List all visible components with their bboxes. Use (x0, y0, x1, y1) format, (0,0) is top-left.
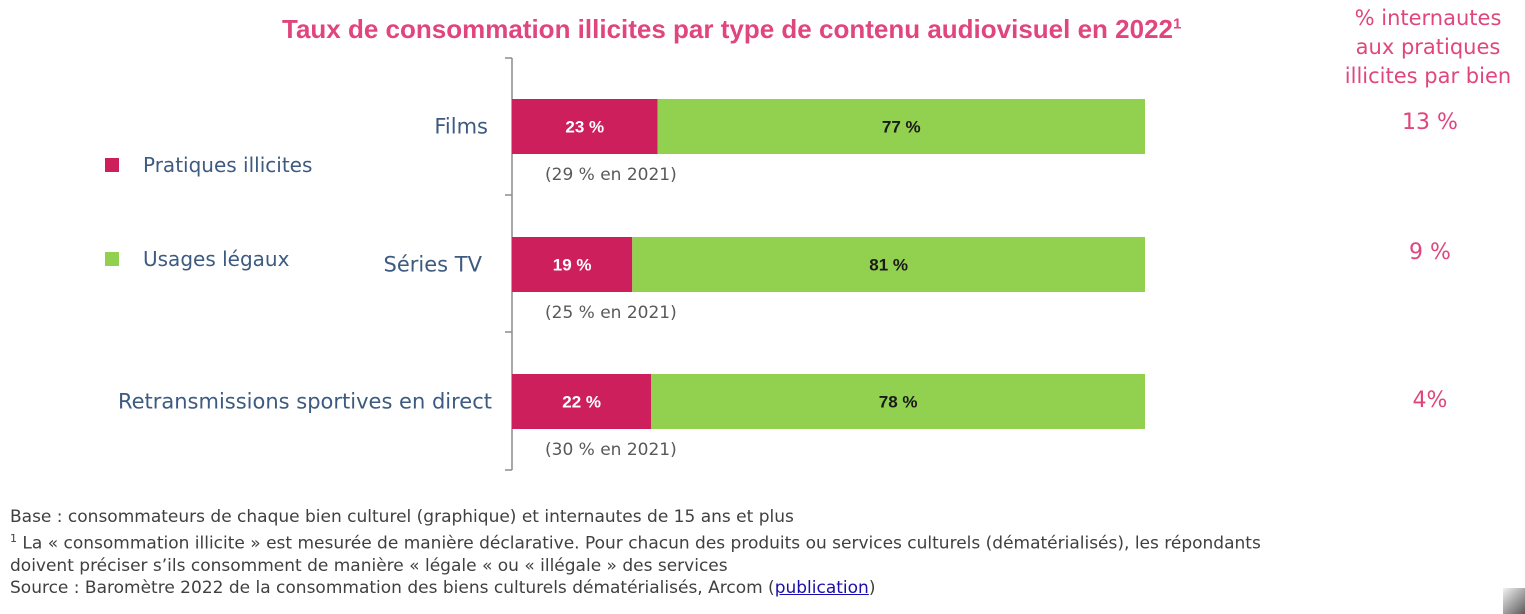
bar-segment (512, 374, 652, 429)
bar-data-label: 78 % (879, 393, 918, 412)
title-footnote-marker: 1 (1172, 15, 1182, 33)
bar-data-label: 81 % (869, 256, 908, 275)
legend-label-illicit: Pratiques illicites (143, 153, 313, 177)
bar-segment (657, 99, 1145, 154)
legend-item-illicit: Pratiques illicites (105, 153, 312, 177)
corner-decoration (1503, 588, 1525, 614)
footnote-source: Source : Baromètre 2022 de la consommati… (10, 577, 1490, 599)
side-value-series: 9 % (1409, 240, 1451, 265)
side-value-sports: 4% (1412, 388, 1448, 413)
publication-link[interactable]: publication (774, 577, 869, 598)
footnote-marker: 1 (10, 532, 17, 545)
bar-data-label: 23 % (565, 118, 604, 137)
previous-year-note: (29 % en 2021) (545, 165, 677, 185)
bar-segment (651, 374, 1145, 429)
footnotes: Base : consommateurs de chaque bien cult… (10, 506, 1490, 599)
side-header-line: aux pratiques (1355, 35, 1501, 59)
legend-label-legal: Usages légaux (143, 247, 290, 271)
category-label: Séries TV (384, 253, 483, 277)
footnote-text-line2: doivent préciser s’ils consomment de man… (10, 555, 728, 576)
bar-segment (632, 237, 1145, 292)
chart-plot: Films 23 % 77 % (29 % en 2021) Séries TV 19 %… (118, 57, 1145, 471)
bar-data-label: 77 % (882, 118, 921, 137)
footnote-1: 1 La « consommation illicite » est mesur… (10, 528, 1490, 555)
side-column-header: % internautes aux pratiques illicites pa… (1328, 4, 1525, 91)
bar-segment (512, 237, 633, 292)
footnote-text-line1: La « consommation illicite » est mesurée… (17, 533, 1261, 554)
previous-year-note: (25 % en 2021) (545, 303, 677, 323)
chart-title: Taux de consommation illicites par type … (282, 14, 1181, 45)
footnote-base: Base : consommateurs de chaque bien cult… (10, 507, 794, 527)
side-value-films: 13 % (1402, 110, 1458, 135)
chart-title-text: Taux de consommation illicites par type … (282, 14, 1173, 44)
previous-year-note: (30 % en 2021) (545, 440, 677, 460)
legend-swatch-illicit (105, 158, 119, 172)
source-text: Source : Baromètre 2022 de la consommati… (10, 577, 775, 598)
side-header-line: % internautes (1354, 6, 1502, 30)
legend-item-legal: Usages légaux (105, 247, 289, 271)
legend-swatch-legal (105, 252, 119, 266)
bar-data-label: 22 % (562, 393, 601, 412)
source-suffix: ) (868, 577, 876, 598)
side-header-line: illicites par bien (1344, 64, 1512, 88)
category-label: Retransmissions sportives en direct (118, 390, 492, 414)
bar-data-label: 19 % (553, 256, 592, 275)
bar-segment (512, 99, 658, 154)
category-label: Films (434, 115, 488, 139)
